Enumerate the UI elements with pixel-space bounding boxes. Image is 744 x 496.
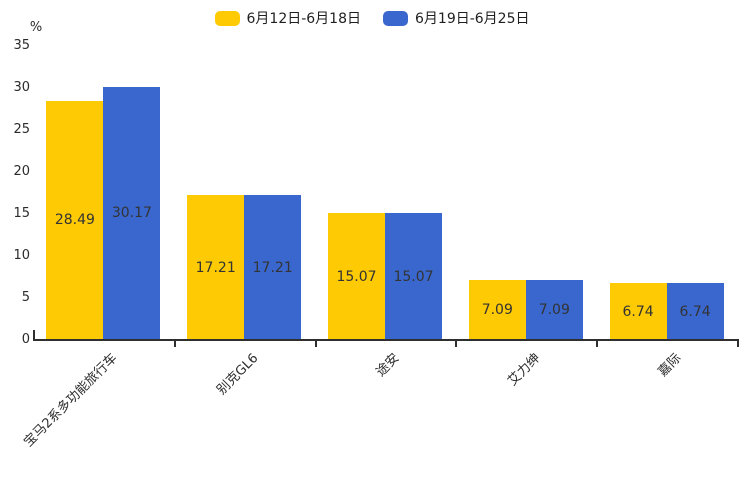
y-axis-tick-label: 5 [21,290,30,305]
bar-week1[interactable]: 17.21 [187,195,245,340]
x-axis-category-label: 嘉际 [655,350,685,380]
x-axis-tick [596,341,599,347]
x-axis-category-label: 宝马2系多功能旅行车 [21,350,121,451]
bar-value-label: 17.21 [195,259,236,276]
bar-week1[interactable]: 7.09 [468,280,526,340]
y-axis-stub [33,330,35,339]
x-axis-tick [455,341,458,347]
legend-item-week1[interactable]: 6月12日-6月18日 [214,8,362,28]
y-axis-tick-label: 35 [13,38,30,53]
x-axis-tick [173,341,176,347]
legend-label-week2: 6月19日-6月25日 [415,11,530,27]
bar-week2[interactable]: 17.21 [244,195,302,340]
bar-week1[interactable]: 28.49 [46,100,104,340]
bar-week1[interactable]: 15.07 [328,213,385,340]
bar-week2[interactable]: 7.09 [525,280,583,340]
x-axis-category-label: 别克GL6 [214,350,262,398]
legend-item-week2[interactable]: 6月19日-6月25日 [383,8,530,28]
y-axis-unit-label: % [29,20,43,35]
bar-week2[interactable]: 6.74 [666,283,724,340]
legend-swatch-week1-icon [214,10,240,26]
bar-value-label: 17.21 [252,259,293,276]
y-axis-tick-label: 25 [13,122,30,137]
legend-label-week1: 6月12日-6月18日 [246,11,362,27]
bar-week1[interactable]: 6.74 [609,283,667,340]
x-axis-category-label: 艾力绅 [505,350,544,390]
x-axis-category-label: 途安 [373,350,403,380]
x-axis-tick [737,341,739,347]
x-axis-line [33,339,739,341]
y-axis-tick-label: 10 [13,248,30,263]
legend-swatch-week2-icon [383,10,408,26]
y-axis-tick-label: 20 [13,164,30,179]
bar-value-label: 15.07 [336,268,377,285]
y-axis-tick-label: 0 [21,332,30,347]
bar-week2[interactable]: 30.17 [103,86,161,340]
legend: 6月12日-6月18日 6月19日-6月25日 [0,8,744,28]
bar-value-label: 28.49 [54,212,95,229]
bar-value-label: 15.07 [393,268,434,285]
x-axis-tick [314,341,317,347]
bar-week2[interactable]: 15.07 [385,213,442,340]
bar-value-label: 6.74 [679,303,711,320]
bar-value-label: 6.74 [622,303,654,320]
y-axis-tick-label: 30 [13,80,30,95]
bar-value-label: 7.09 [538,302,570,319]
y-axis-tick-label: 15 [13,206,30,221]
bar-value-label: 30.17 [111,205,152,222]
bar-value-label: 7.09 [481,302,513,319]
